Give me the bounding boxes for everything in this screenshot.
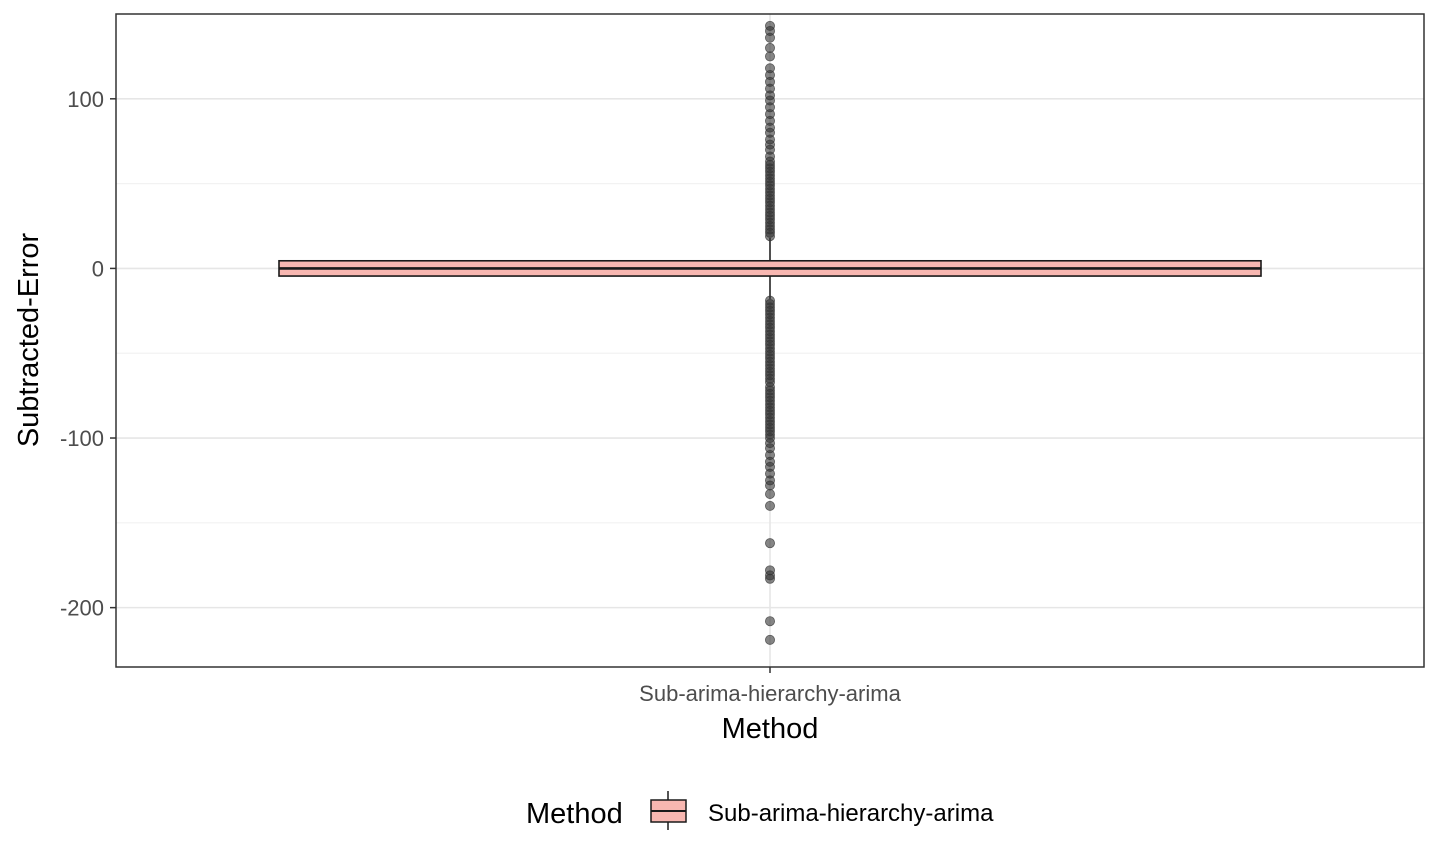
axis-layer: 100 0 -100 -200 Sub-arima-hierarchy-arima — [60, 87, 902, 706]
legend-entry-label: Sub-arima-hierarchy-arima — [708, 800, 994, 827]
x-tick-label: Sub-arima-hierarchy-arima — [639, 681, 901, 706]
outlier-point — [765, 42, 776, 53]
outlier-point — [765, 488, 776, 499]
legend-key — [650, 791, 687, 830]
outlier-point — [765, 32, 776, 43]
outlier-point — [765, 500, 776, 511]
legend-title: Method — [526, 798, 623, 830]
outlier-point — [765, 538, 776, 549]
legend: Method Sub-arima-hierarchy-arima — [526, 791, 994, 830]
y-tick-label: 100 — [67, 87, 104, 112]
y-tick-label: -100 — [60, 426, 104, 451]
data-layer — [278, 20, 1262, 645]
outlier-point — [765, 480, 776, 491]
outlier-point — [765, 51, 776, 62]
y-tick-label: -200 — [60, 596, 104, 621]
outlier-point — [765, 231, 776, 242]
outlier-point — [765, 616, 776, 627]
outlier-point — [765, 573, 776, 584]
y-tick-label: 0 — [92, 256, 104, 281]
x-axis-title: Method — [722, 713, 819, 745]
y-axis-title: Subtracted-Error — [13, 232, 45, 447]
outlier-point — [765, 634, 776, 645]
